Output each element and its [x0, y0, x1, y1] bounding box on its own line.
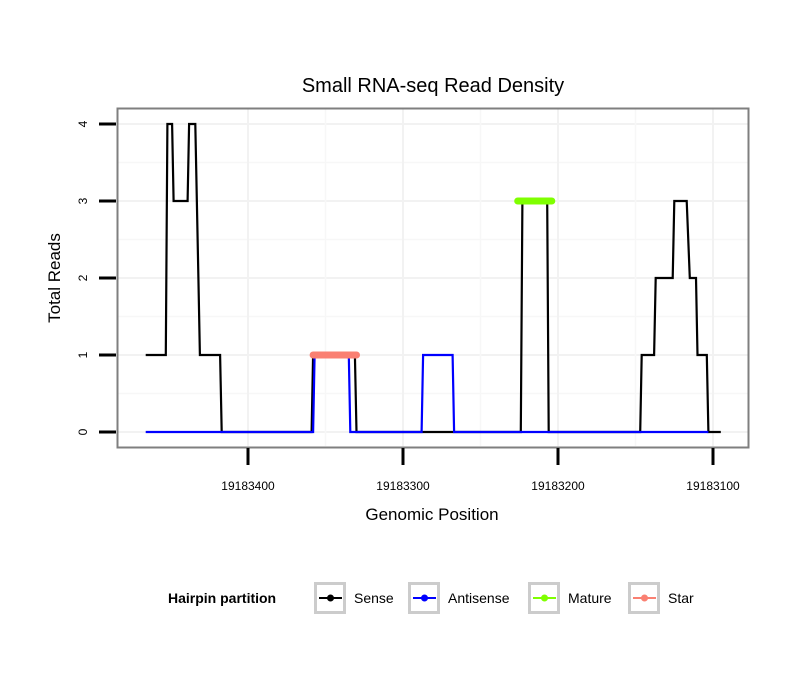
x-tick-label: 19183300	[376, 479, 430, 493]
legend-label: Sense	[354, 590, 394, 606]
y-tick-label: 1	[76, 351, 90, 358]
y-tick-label: 2	[76, 274, 90, 281]
series-layer	[145, 122, 721, 434]
legend-label: Mature	[568, 590, 612, 606]
x-axis-title: Genomic Position	[365, 505, 498, 524]
legend-key-point	[541, 594, 548, 602]
x-tick-label: 19183100	[686, 479, 740, 493]
legend-label: Star	[668, 590, 694, 606]
x-axis: 19183400 19183300 19183200 19183100	[221, 448, 740, 493]
chart-title: Small RNA-seq Read Density	[302, 75, 564, 97]
legend-item-sense: Sense	[314, 582, 394, 614]
y-tick-label: 4	[76, 120, 90, 127]
y-tick-label: 3	[76, 197, 90, 204]
series-line-antisense	[145, 353, 709, 434]
legend-item-star: Star	[628, 582, 694, 614]
x-tick-label: 19183400	[221, 479, 275, 493]
legend-key-point	[421, 594, 428, 602]
legend: Hairpin partition Sense Antisense Mature St…	[168, 582, 694, 614]
legend-key-point	[641, 594, 648, 602]
grid	[118, 109, 748, 446]
legend-key-point	[327, 594, 334, 602]
y-axis-title: Total Reads	[45, 233, 64, 323]
legend-title: Hairpin partition	[168, 590, 276, 606]
y-tick-label: 0	[76, 428, 90, 435]
legend-item-mature: Mature	[528, 582, 612, 614]
x-tick-label: 19183200	[531, 479, 585, 493]
legend-item-antisense: Antisense	[408, 582, 510, 614]
y-axis: 0 1 2 3 4	[76, 120, 116, 435]
panel-border	[116, 107, 750, 449]
legend-label: Antisense	[448, 590, 510, 606]
